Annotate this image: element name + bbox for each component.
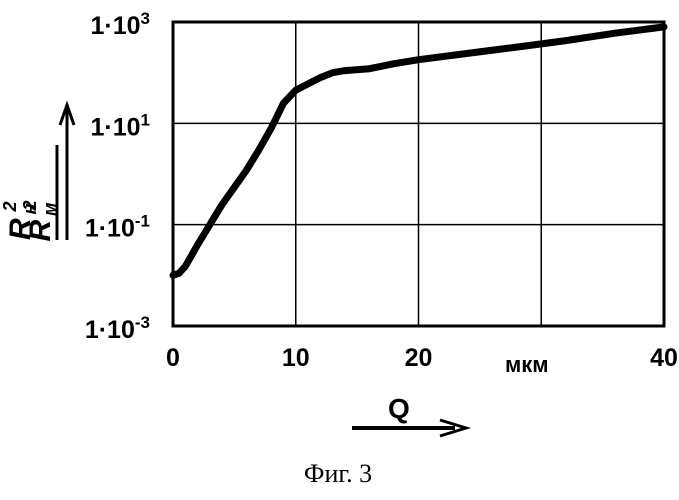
- x-tick-label: 40: [650, 344, 678, 372]
- x-axis-label-group: Q: [352, 393, 466, 436]
- x-unit-label: мкм: [505, 352, 549, 377]
- x-tick-labels: 0 10 20 40: [166, 344, 678, 372]
- x-tick-label: 10: [282, 344, 310, 372]
- y-tick-label: 1·10-1: [85, 212, 150, 243]
- y-axis-label-group: R м 2 R н 2: [0, 105, 74, 242]
- y-tick-label: 1·101: [90, 110, 150, 141]
- x-tick-label: 0: [166, 344, 180, 372]
- x-tick-label: 20: [405, 344, 433, 372]
- figure-caption: Фиг. 3: [304, 459, 372, 488]
- y-axis-label-denominator-sup: 2: [0, 201, 20, 212]
- y-tick-label: 1·103: [90, 9, 150, 40]
- svg-text:R н 2: R н 2: [0, 199, 40, 240]
- y-tick-label: 1·10-3: [85, 313, 150, 344]
- y-tick-labels: 1·10-3 1·10-1 1·101 1·103: [85, 9, 150, 344]
- y-axis-label-denominator: R: [4, 218, 37, 240]
- x-axis-label: Q: [388, 393, 410, 424]
- y-axis-label-denominator-sub: н: [20, 203, 40, 214]
